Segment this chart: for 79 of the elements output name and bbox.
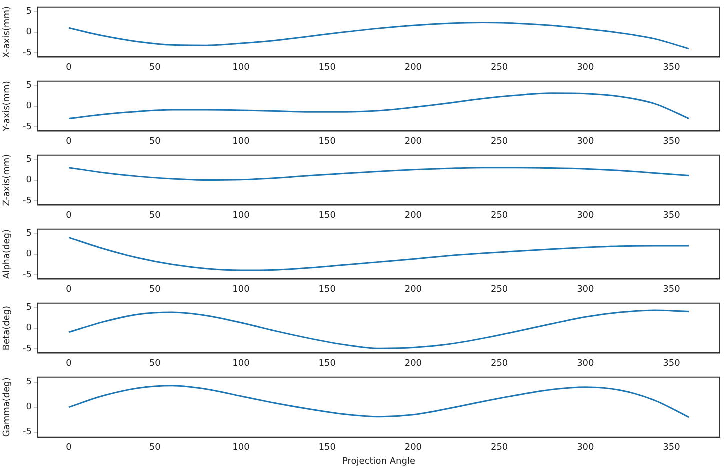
line-series (68, 236, 690, 272)
x-tick-label: 250 (490, 443, 508, 454)
y-tick-label: 0 (26, 28, 32, 38)
x-tick-label: 300 (577, 284, 595, 295)
x-tick-label: 0 (66, 210, 72, 221)
y-tick-label: 0 (26, 324, 32, 334)
x-tick-label: 300 (577, 136, 595, 147)
x-tick-label: 150 (318, 210, 336, 221)
line-series (68, 92, 690, 120)
x-tick-label: 250 (490, 358, 508, 369)
x-tick-label: 350 (663, 284, 681, 295)
y-tick-label: -5 (23, 270, 32, 280)
x-tick-label: 100 (232, 284, 250, 295)
x-tick-label: 250 (490, 62, 508, 73)
x-tick-label: 200 (404, 136, 422, 147)
x-tick-label: 200 (404, 358, 422, 369)
x-tick-label: 50 (149, 210, 162, 221)
y-tick-label: -5 (23, 428, 32, 438)
y-tick-label: -5 (23, 196, 32, 206)
x-tick-label: 350 (663, 210, 681, 221)
x-tick-label: 200 (404, 210, 422, 221)
x-tick-label: 100 (232, 443, 250, 454)
x-tick-label: 50 (149, 443, 162, 454)
x-tick-label: 350 (663, 62, 681, 73)
x-tick-label: 200 (404, 62, 422, 73)
y-tick-label: 5 (26, 154, 32, 165)
x-tick-label: 100 (232, 210, 250, 221)
x-tick-label: 0 (66, 358, 72, 369)
x-tick-label: 200 (404, 443, 422, 454)
x-tick-label: 150 (318, 62, 336, 73)
y-tick-label: 5 (26, 6, 32, 17)
line-series (68, 310, 690, 350)
y-tick-label: 0 (26, 402, 32, 413)
y-tick-label: 5 (26, 228, 32, 239)
y-tick-label: 5 (26, 80, 32, 91)
y-axis-title: Y-axis(mm) (2, 81, 13, 132)
y-tick-label: 0 (26, 250, 32, 260)
x-tick-label: 0 (66, 284, 72, 295)
y-tick-label: -5 (23, 344, 32, 354)
x-tick-label: 150 (318, 358, 336, 369)
x-tick-label: 300 (577, 358, 595, 369)
x-tick-label: 100 (232, 62, 250, 73)
y-axis-title: X-axis(mm) (2, 6, 13, 58)
x-axis-title: Projection Angle (342, 456, 416, 467)
x-tick-label: 0 (66, 136, 72, 147)
y-tick-label: 5 (26, 302, 32, 313)
x-tick-label: 250 (490, 136, 508, 147)
y-tick-label: -5 (23, 122, 32, 132)
x-tick-label: 0 (66, 443, 72, 454)
y-axis-title: Z-axis(mm) (2, 154, 13, 206)
y-tick-label: -5 (23, 48, 32, 58)
x-tick-label: 150 (318, 136, 336, 147)
y-axis-title: Gamma(deg) (2, 378, 13, 438)
x-tick-label: 100 (232, 136, 250, 147)
y-tick-label: 0 (26, 176, 32, 186)
x-tick-label: 150 (318, 284, 336, 295)
x-tick-label: 100 (232, 358, 250, 369)
line-series (68, 167, 690, 182)
y-tick-label: 0 (26, 102, 32, 112)
x-tick-label: 350 (663, 136, 681, 147)
x-tick-label: 300 (577, 62, 595, 73)
x-tick-label: 50 (149, 62, 162, 73)
x-tick-label: 200 (404, 284, 422, 295)
line-series (68, 385, 690, 418)
line-series (68, 22, 690, 50)
y-axis-title: Beta(deg) (2, 306, 13, 351)
y-axis-title: Alpha(deg) (2, 230, 13, 280)
x-tick-label: 50 (149, 284, 162, 295)
x-tick-label: 250 (490, 210, 508, 221)
x-tick-label: 150 (318, 443, 336, 454)
x-tick-label: 50 (149, 136, 162, 147)
x-tick-label: 250 (490, 284, 508, 295)
x-tick-label: 300 (577, 443, 595, 454)
x-tick-label: 0 (66, 62, 72, 73)
y-tick-label: 5 (26, 378, 32, 388)
x-tick-label: 350 (663, 443, 681, 454)
x-tick-label: 50 (149, 358, 162, 369)
x-tick-label: 300 (577, 210, 595, 221)
x-tick-label: 350 (663, 358, 681, 369)
